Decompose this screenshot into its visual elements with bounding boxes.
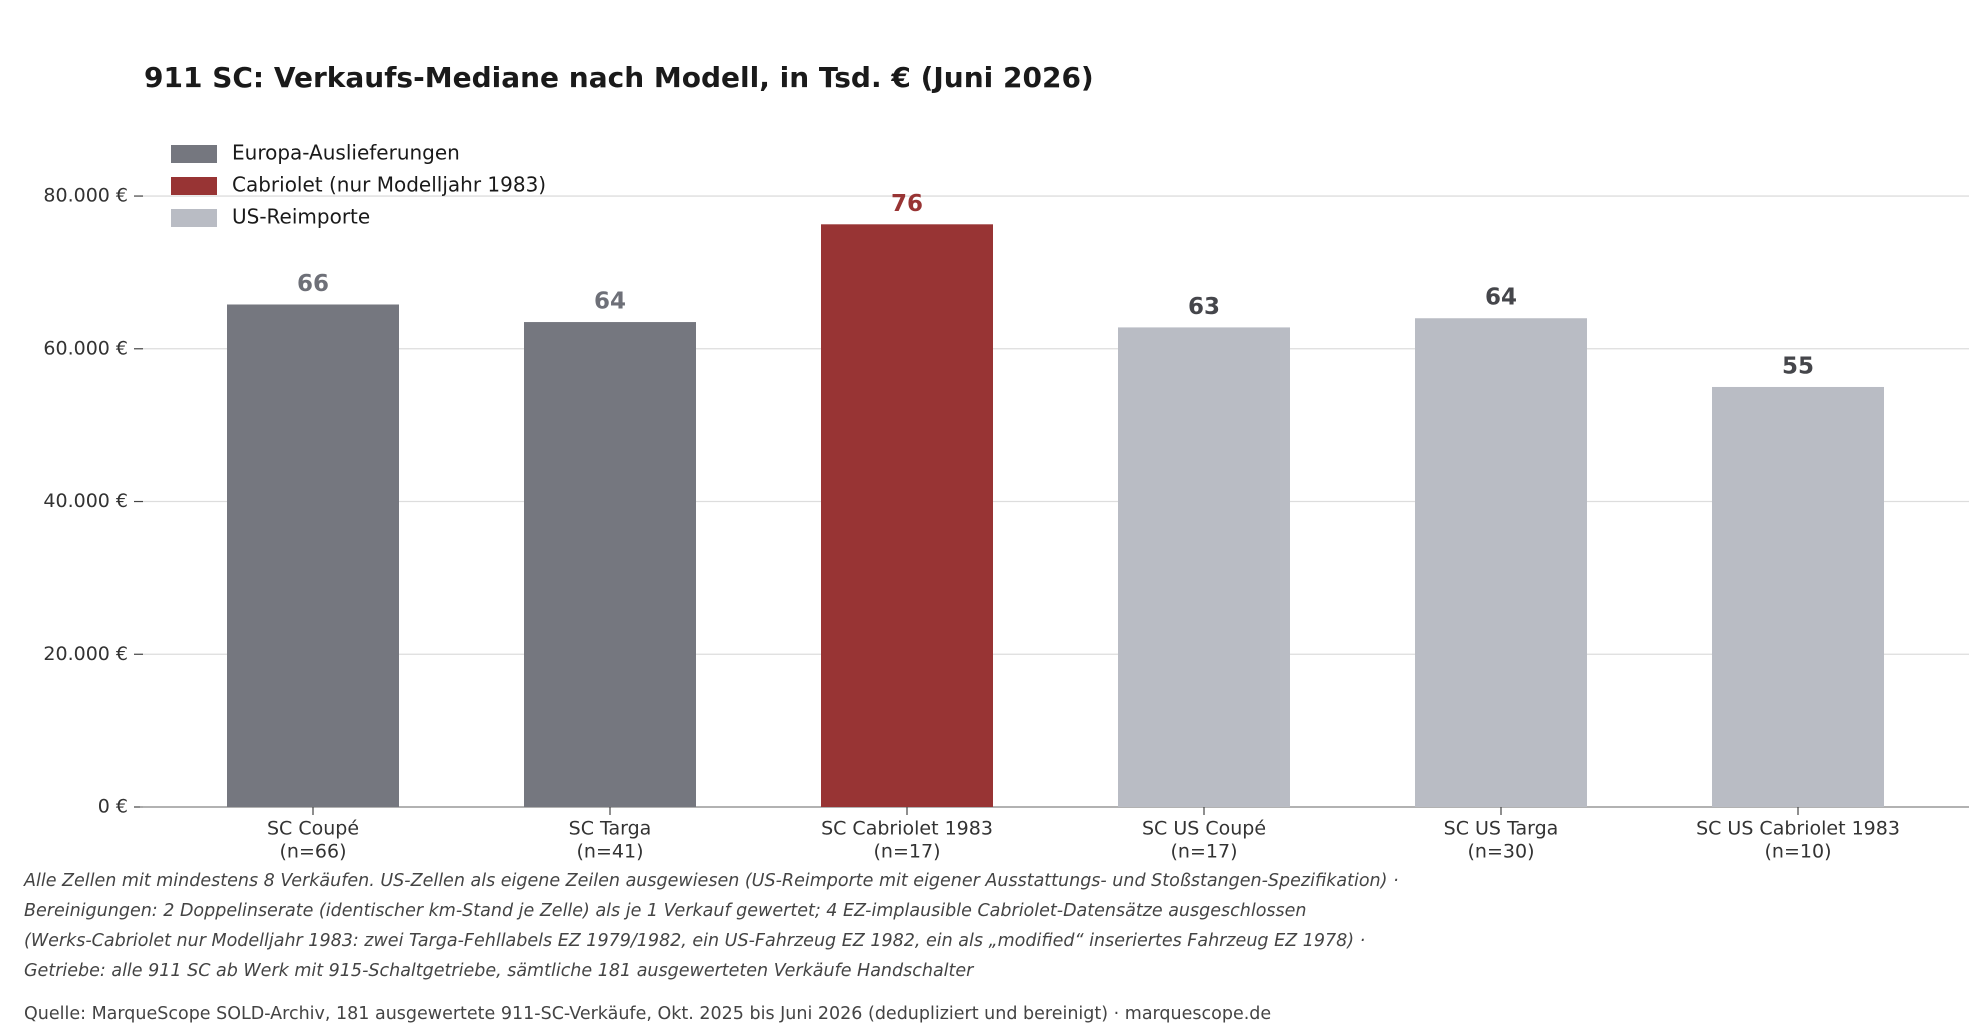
data-label: 76	[891, 191, 923, 217]
bar	[1415, 318, 1587, 807]
bar	[821, 224, 993, 807]
bar	[227, 304, 399, 807]
data-label: 64	[594, 289, 626, 315]
legend-label: US-Reimporte	[232, 205, 370, 229]
footnote: Bereinigungen: 2 Doppelinserate (identis…	[24, 901, 1307, 921]
bar	[524, 322, 696, 807]
x-tick-label: SC Cabriolet 1983	[821, 818, 993, 840]
x-tick-label: (n=10)	[1765, 841, 1832, 863]
data-label: 55	[1782, 353, 1814, 379]
data-label: 66	[297, 271, 329, 297]
y-tick-label: 20.000 €	[43, 643, 128, 665]
legend-label: Europa-Auslieferungen	[232, 141, 460, 165]
x-tick-label: SC US Targa	[1444, 818, 1559, 840]
x-tick-label: SC Targa	[569, 818, 652, 840]
footnote: Alle Zellen mit mindestens 8 Verkäufen. …	[23, 871, 1399, 891]
x-tick-label: SC US Cabriolet 1983	[1696, 818, 1900, 840]
y-tick-label: 0 €	[98, 796, 128, 818]
x-tick-label: (n=30)	[1468, 841, 1535, 863]
legend-swatch	[171, 209, 217, 227]
y-tick-label: 80.000 €	[43, 185, 128, 207]
data-label: 64	[1485, 285, 1517, 311]
x-tick-label: (n=66)	[280, 841, 347, 863]
y-tick-label: 40.000 €	[43, 490, 128, 512]
x-tick-label: (n=17)	[1171, 841, 1238, 863]
footnote: (Werks-Cabriolet nur Modelljahr 1983: zw…	[24, 931, 1365, 951]
source: Quelle: MarqueScope SOLD-Archiv, 181 aus…	[24, 1004, 1271, 1024]
x-tick-label: SC US Coupé	[1142, 818, 1266, 840]
data-label: 63	[1188, 294, 1220, 320]
legend-swatch	[171, 177, 217, 195]
x-tick-label: SC Coupé	[267, 818, 359, 840]
x-tick-label: (n=17)	[874, 841, 941, 863]
x-tick-label: (n=41)	[577, 841, 644, 863]
legend-label: Cabriolet (nur Modelljahr 1983)	[232, 173, 546, 197]
chart-title: 911 SC: Verkaufs-Mediane nach Modell, in…	[144, 61, 1094, 94]
bar	[1712, 386, 1884, 807]
y-tick-label: 60.000 €	[43, 337, 128, 359]
legend-swatch	[171, 145, 217, 163]
footnote: Getriebe: alle 911 SC ab Werk mit 915-Sc…	[24, 961, 975, 981]
bar	[1118, 327, 1290, 807]
